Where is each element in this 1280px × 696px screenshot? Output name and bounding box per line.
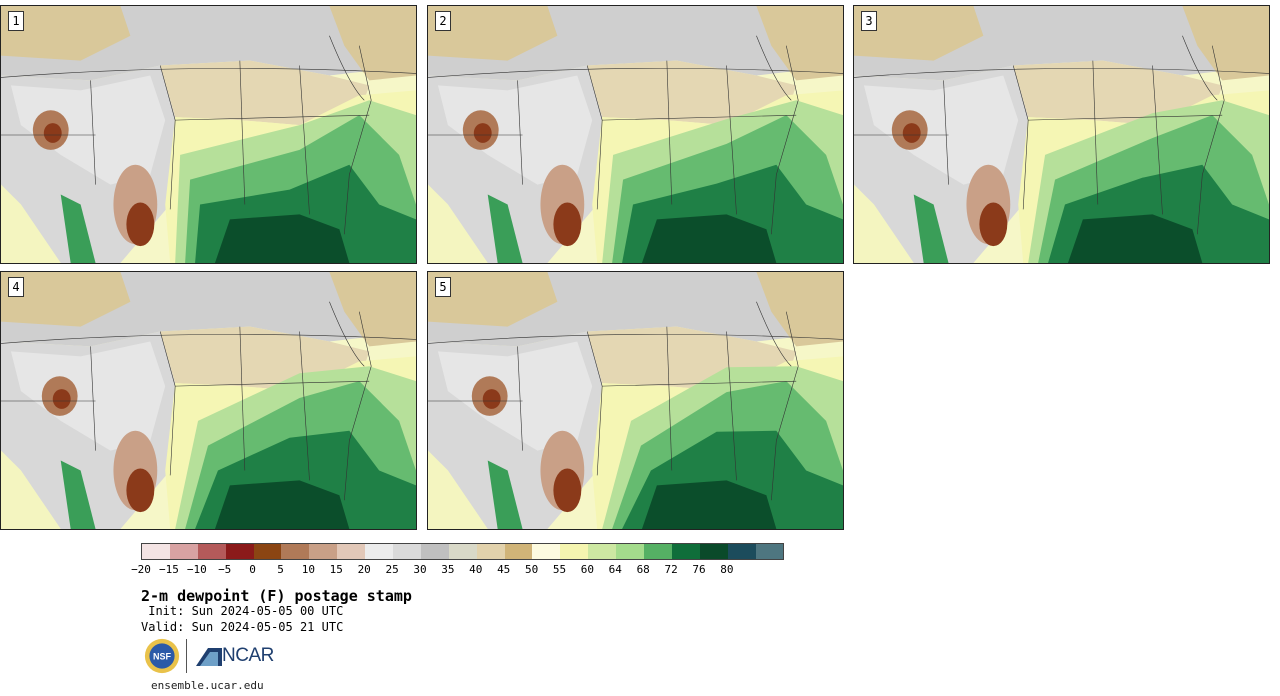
colorbar-swatch bbox=[197, 544, 226, 559]
colorbar-swatch bbox=[225, 544, 254, 559]
logos: NSF NCAR bbox=[144, 637, 274, 675]
stamp-number-label: 2 bbox=[435, 11, 451, 31]
colorbar-swatch bbox=[365, 544, 394, 559]
nsf-logo-text: NSF bbox=[153, 652, 172, 662]
colorbar-tick-label: −15 bbox=[158, 563, 179, 576]
colorbar-tick-label: 64 bbox=[608, 563, 622, 576]
stamp-number-label: 4 bbox=[8, 277, 24, 297]
colorbar-tick-label: 35 bbox=[441, 563, 455, 576]
colorbar-tick-label: −5 bbox=[218, 563, 232, 576]
postage-stamp-map: 2 bbox=[427, 5, 844, 264]
colorbar-tick-label: 30 bbox=[413, 563, 427, 576]
colorbar-tick-label: −20 bbox=[131, 563, 151, 576]
stamp-number-label: 3 bbox=[861, 11, 877, 31]
colorbar-tick-label: 25 bbox=[385, 563, 399, 576]
dewpoint-map bbox=[1, 6, 416, 263]
colorbar-tick-label: 20 bbox=[357, 563, 371, 576]
colorbar-tick-label: 40 bbox=[469, 563, 483, 576]
colorbar-tick-label: 10 bbox=[301, 563, 316, 576]
colorbar-swatch bbox=[671, 544, 700, 559]
colorbar-tick-label: 55 bbox=[552, 563, 567, 576]
page-title: 2-m dewpoint (F) postage stamp bbox=[141, 587, 412, 605]
dewpoint-map bbox=[854, 6, 1269, 263]
ncar-mark-icon bbox=[196, 648, 222, 666]
dewpoint-map bbox=[428, 272, 843, 529]
colorbar-swatch bbox=[588, 544, 617, 559]
colorbar-swatch bbox=[616, 544, 645, 559]
colorbar-swatch bbox=[532, 544, 561, 559]
stamp-number-label: 5 bbox=[435, 277, 451, 297]
colorbar-swatch bbox=[420, 544, 449, 559]
logo-divider bbox=[186, 639, 187, 673]
colorbar-tick-label: 45 bbox=[497, 563, 511, 576]
colorbar-tick-label: 50 bbox=[524, 563, 539, 576]
colorbar-swatch bbox=[560, 544, 589, 559]
colorbar-swatch bbox=[337, 544, 366, 559]
colorbar-tick-label: 15 bbox=[329, 563, 343, 576]
colorbar-swatch bbox=[727, 544, 756, 559]
colorbar-tick-label: 60 bbox=[580, 563, 595, 576]
footer-url: ensemble.ucar.edu bbox=[151, 679, 264, 692]
colorbar-swatch bbox=[169, 544, 198, 559]
colorbar-swatch bbox=[476, 544, 505, 559]
colorbar-tick-label: 76 bbox=[692, 563, 706, 576]
colorbar-swatch bbox=[253, 544, 282, 559]
postage-stamp-map: 1 bbox=[0, 5, 417, 264]
colorbar-tick-label: −10 bbox=[186, 563, 207, 576]
colorbar-tick-label: 0 bbox=[249, 563, 256, 576]
colorbar-tick-label: 72 bbox=[664, 563, 678, 576]
postage-stamp-map: 5 bbox=[427, 271, 844, 530]
valid-time: Valid: Sun 2024-05-05 21 UTC bbox=[141, 620, 344, 634]
dewpoint-map bbox=[1, 272, 416, 529]
init-time: Init: Sun 2024-05-05 00 UTC bbox=[141, 604, 344, 618]
stamp-number-label: 1 bbox=[8, 11, 24, 31]
nsf-logo: NSF bbox=[144, 638, 180, 674]
colorbar-swatch bbox=[309, 544, 338, 559]
dewpoint-map bbox=[428, 6, 843, 263]
colorbar-tick-label: 80 bbox=[720, 563, 734, 576]
ncar-logo-text: NCAR bbox=[222, 645, 274, 666]
colorbar-swatch bbox=[755, 544, 784, 559]
colorbar-ticks: −20 −15 −10 −5 0 5 10 15 20 25 30 35 40 45 50 55 60 64 68 7… bbox=[131, 563, 757, 577]
postage-stamp-map: 3 bbox=[853, 5, 1270, 264]
colorbar-swatch bbox=[142, 544, 170, 559]
colorbar-swatch bbox=[393, 544, 421, 559]
colorbar-swatch bbox=[504, 544, 533, 559]
colorbar bbox=[141, 543, 785, 560]
colorbar-swatch bbox=[644, 544, 672, 559]
colorbar-swatch bbox=[448, 544, 477, 559]
postage-stamp-map: 4 bbox=[0, 271, 417, 530]
colorbar-tick-label: 5 bbox=[277, 563, 284, 576]
colorbar-swatch bbox=[699, 544, 728, 559]
ncar-logo: NCAR bbox=[196, 645, 274, 667]
colorbar-tick-label: 68 bbox=[636, 563, 650, 576]
colorbar-swatch bbox=[281, 544, 310, 559]
